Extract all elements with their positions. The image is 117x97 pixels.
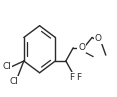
Text: O: O <box>78 43 85 52</box>
Text: O: O <box>95 34 102 43</box>
Text: F: F <box>70 73 75 82</box>
Text: Cl: Cl <box>10 77 19 86</box>
Text: F: F <box>76 73 81 82</box>
Text: Cl: Cl <box>3 62 11 71</box>
